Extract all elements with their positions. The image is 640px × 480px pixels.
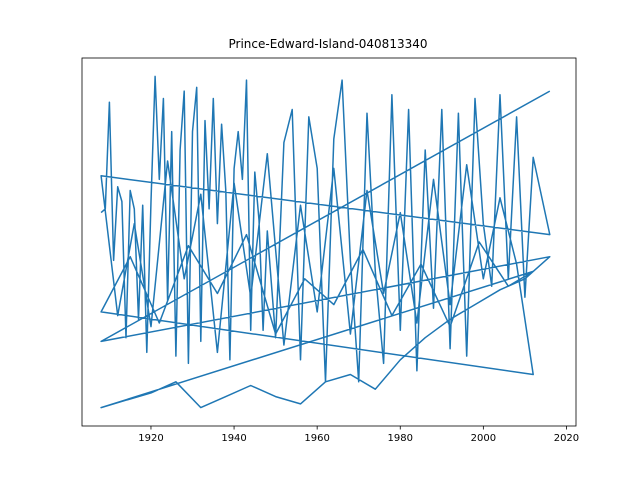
x-tick-label: 2000 [471,433,496,444]
data-line [100,75,551,409]
x-tick-label: 1920 [138,433,163,444]
x-tick-label: 2020 [554,433,579,444]
chart-title: Prince-Edward-Island-040813340 [229,37,428,51]
plot-frame [81,57,577,427]
x-tick-label: 1980 [388,433,413,444]
x-tick-label: 1940 [221,433,246,444]
x-tick-label: 1960 [304,433,329,444]
